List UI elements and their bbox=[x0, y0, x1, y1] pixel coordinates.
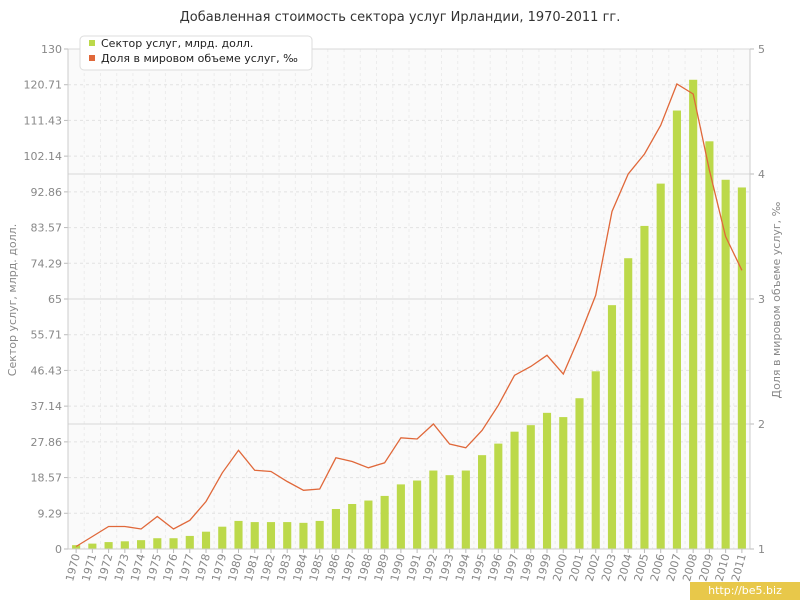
bar bbox=[137, 540, 146, 549]
bar bbox=[72, 545, 81, 549]
bar bbox=[201, 531, 211, 549]
y-tick-label: 92.86 bbox=[31, 186, 63, 199]
bar bbox=[737, 187, 746, 549]
bar bbox=[461, 470, 470, 549]
y-tick-label: 9.29 bbox=[38, 507, 63, 520]
bar bbox=[218, 526, 227, 549]
share-line bbox=[75, 83, 743, 548]
line-layer bbox=[75, 83, 743, 548]
bar bbox=[153, 538, 162, 549]
grid-layer bbox=[67, 48, 751, 550]
bar-layer bbox=[72, 79, 746, 550]
y2-axis-label: Доля в мировом объеме услуг, ‰ bbox=[770, 201, 783, 398]
chart-title: Добавленная стоимость сектора услуг Ирла… bbox=[179, 10, 621, 25]
y-tick-label: 130 bbox=[41, 43, 62, 56]
bar bbox=[689, 79, 698, 550]
y-tick-label: 111.43 bbox=[24, 114, 63, 127]
bar bbox=[640, 225, 649, 549]
bar bbox=[169, 538, 178, 549]
bar bbox=[705, 141, 714, 550]
bar bbox=[234, 520, 243, 549]
bar bbox=[526, 425, 535, 549]
bar bbox=[283, 522, 292, 549]
bar bbox=[494, 443, 503, 549]
bar bbox=[299, 522, 308, 549]
bar bbox=[721, 179, 730, 549]
y-tick-label: 83.57 bbox=[31, 222, 63, 235]
bar bbox=[429, 470, 438, 549]
legend-label-line: Доля в мировом объеме услуг, ‰ bbox=[101, 52, 298, 65]
y-tick-label: 74.29 bbox=[31, 257, 63, 270]
bar bbox=[672, 110, 681, 550]
y-tick-label: 120.71 bbox=[24, 79, 63, 92]
bar bbox=[266, 522, 276, 549]
y-tick-label: 102.14 bbox=[24, 150, 63, 163]
y-axis-label: Сектор услуг, млрд. долл. bbox=[6, 224, 19, 376]
legend-label-bars: Сектор услуг, млрд. долл. bbox=[101, 37, 253, 50]
bar bbox=[575, 398, 584, 549]
y-tick-label: 65 bbox=[48, 293, 62, 306]
bar bbox=[396, 484, 405, 549]
bar bbox=[250, 522, 259, 549]
bar bbox=[413, 480, 422, 549]
bar bbox=[624, 258, 633, 549]
bar bbox=[542, 412, 552, 549]
bar bbox=[315, 520, 324, 549]
bar bbox=[185, 535, 194, 549]
y2-tick-label: 4 bbox=[758, 168, 765, 181]
bar bbox=[445, 475, 454, 549]
bar bbox=[348, 504, 357, 549]
legend-swatch-bars bbox=[89, 40, 95, 46]
legend: Сектор услуг, млрд. долл. Доля в мировом… bbox=[79, 35, 313, 71]
bar bbox=[591, 371, 600, 549]
y-tick-label: 0 bbox=[55, 543, 62, 556]
legend-swatch-line bbox=[89, 55, 95, 61]
y-tick-label: 37.14 bbox=[31, 400, 63, 413]
y2-tick-label: 3 bbox=[758, 293, 765, 306]
y-tick-label: 18.57 bbox=[31, 472, 63, 485]
bar bbox=[88, 543, 97, 549]
bar bbox=[656, 183, 665, 549]
y2-tick-label: 5 bbox=[758, 43, 765, 56]
y-tick-label: 55.71 bbox=[31, 329, 63, 342]
bar bbox=[478, 455, 487, 549]
y2-tick-label: 2 bbox=[758, 418, 765, 431]
bar bbox=[510, 431, 519, 549]
watermark: http://be5.biz bbox=[690, 582, 800, 600]
bar bbox=[120, 541, 129, 549]
y-tick-label: 27.86 bbox=[31, 436, 63, 449]
bar bbox=[380, 495, 389, 549]
bar bbox=[331, 509, 340, 549]
y2-tick-label: 1 bbox=[758, 543, 765, 556]
legend-box bbox=[79, 35, 313, 71]
bar bbox=[559, 417, 568, 549]
y-tick-label: 46.43 bbox=[31, 364, 63, 377]
bar bbox=[364, 500, 373, 549]
bar bbox=[607, 305, 617, 549]
bar bbox=[104, 542, 113, 549]
